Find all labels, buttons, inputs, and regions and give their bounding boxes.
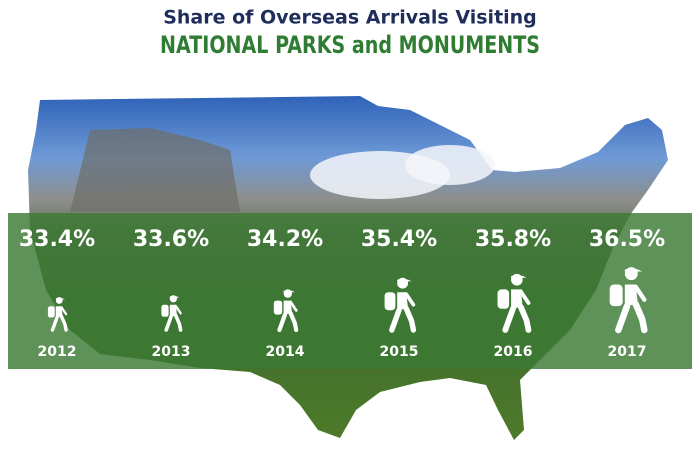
hiker-legs bbox=[164, 313, 183, 332]
value-label: 33.6% bbox=[133, 227, 209, 252]
hiker-legs bbox=[50, 314, 68, 332]
hiker-cap bbox=[55, 298, 65, 300]
category-label: 2017 bbox=[608, 344, 647, 360]
hiker-pack bbox=[161, 304, 169, 317]
hiker-pack bbox=[497, 289, 510, 309]
value-label: 35.8% bbox=[475, 227, 551, 252]
hiker-cap bbox=[283, 290, 295, 293]
cliff bbox=[70, 128, 240, 212]
chart-title: Share of Overseas Arrivals Visiting bbox=[163, 7, 537, 29]
hiker-legs bbox=[502, 303, 532, 333]
hiker-cap bbox=[511, 275, 527, 278]
hiker-arm bbox=[404, 292, 416, 307]
hiker-head bbox=[624, 267, 638, 281]
hiker-icon bbox=[497, 273, 532, 333]
hiker-head bbox=[511, 273, 523, 286]
value-label: 35.4% bbox=[361, 227, 437, 252]
hiker-body bbox=[55, 306, 63, 318]
hiker-body bbox=[283, 300, 292, 315]
hiker-body bbox=[624, 284, 638, 307]
hiker-head bbox=[55, 297, 63, 304]
hiker-pack bbox=[47, 306, 55, 318]
hiker-legs bbox=[277, 311, 299, 333]
hiker-arm bbox=[60, 306, 68, 316]
hiker-head bbox=[283, 289, 292, 298]
hiker-cap bbox=[624, 269, 643, 272]
hiker-icon bbox=[161, 295, 183, 332]
hiker-icon bbox=[609, 267, 648, 334]
hiker-pack bbox=[384, 292, 396, 311]
hiker-body bbox=[397, 292, 408, 311]
hiker-body bbox=[169, 304, 177, 317]
category-label: 2013 bbox=[152, 344, 191, 360]
hiker-legs bbox=[615, 300, 648, 334]
hiker-head bbox=[169, 295, 177, 303]
cloud bbox=[405, 145, 495, 185]
category-label: 2016 bbox=[494, 344, 533, 360]
value-label: 33.4% bbox=[19, 227, 95, 252]
hiker-cap bbox=[169, 296, 180, 298]
hiker-arm bbox=[174, 304, 182, 315]
hiker-body bbox=[511, 289, 523, 309]
value-label: 34.2% bbox=[247, 227, 323, 252]
chart-subtitle: NATIONAL PARKS and MONUMENTS bbox=[160, 31, 540, 59]
hiker-cap bbox=[397, 279, 412, 282]
hiker-head bbox=[397, 277, 408, 289]
hiker-legs bbox=[389, 305, 417, 333]
hiker-icon bbox=[47, 297, 68, 332]
hiker-arm bbox=[518, 289, 531, 305]
category-label: 2015 bbox=[380, 344, 419, 360]
category-label: 2012 bbox=[38, 344, 77, 360]
hiker-icon bbox=[273, 289, 299, 333]
hiker-arm bbox=[633, 284, 647, 302]
hiker-arm bbox=[289, 300, 298, 312]
hiker-pack bbox=[273, 300, 283, 315]
category-label: 2014 bbox=[266, 344, 305, 360]
value-label: 36.5% bbox=[589, 227, 665, 252]
hiker-pack bbox=[609, 284, 623, 307]
band bbox=[8, 213, 692, 369]
hiker-icon bbox=[384, 277, 417, 333]
